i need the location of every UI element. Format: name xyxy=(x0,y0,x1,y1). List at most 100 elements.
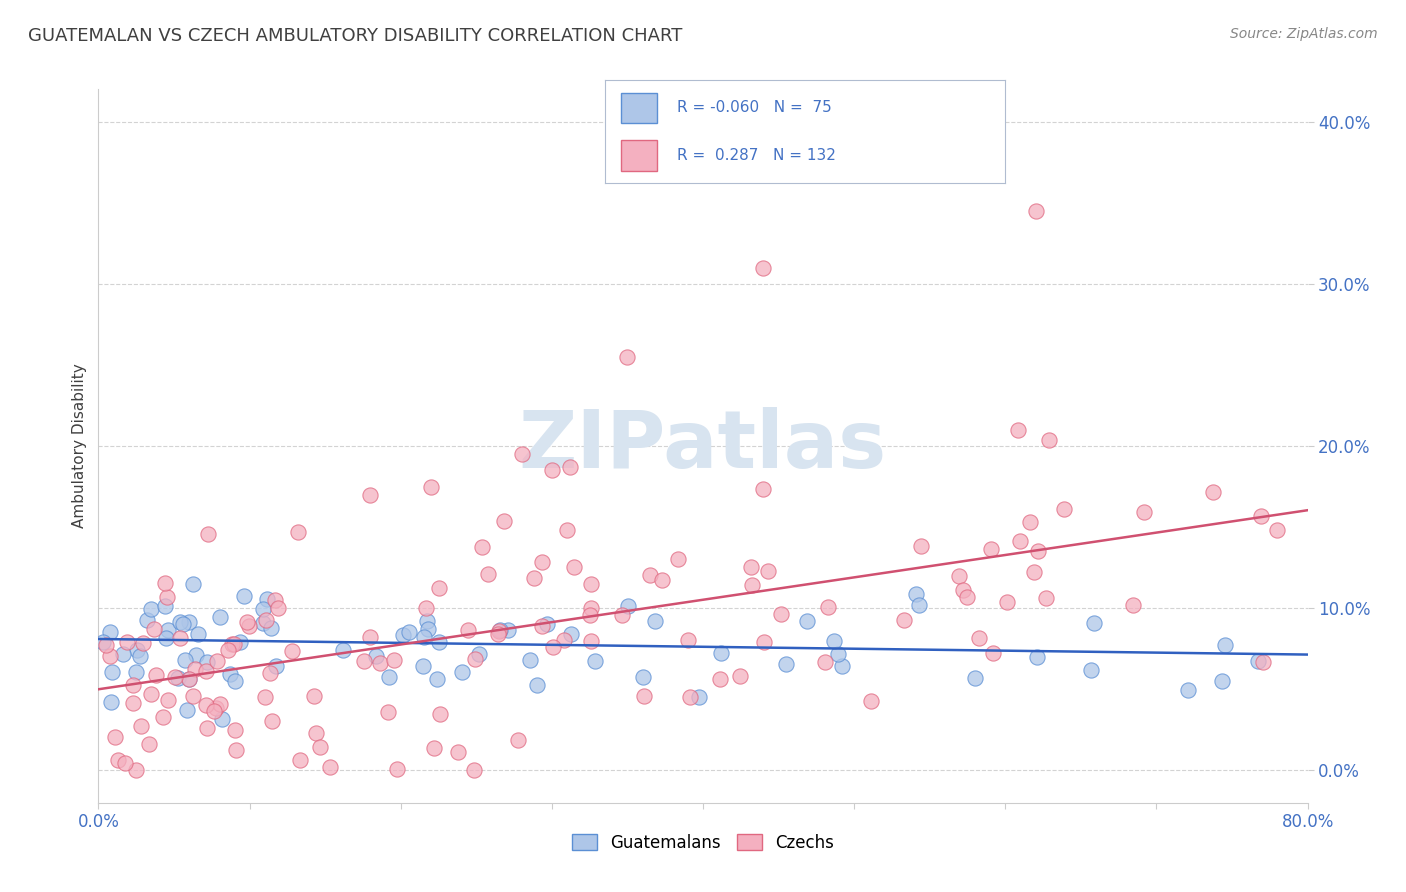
Point xyxy=(983,646,1005,660)
Point xyxy=(980,542,1002,557)
Point xyxy=(145,668,167,682)
Point xyxy=(222,637,245,651)
Point xyxy=(221,637,243,651)
Point xyxy=(211,712,233,726)
Point xyxy=(415,614,437,628)
Point xyxy=(121,678,143,692)
Point xyxy=(489,623,512,637)
Point xyxy=(814,655,837,669)
Point xyxy=(172,616,194,631)
Point xyxy=(117,634,139,648)
Point xyxy=(859,694,882,708)
Point xyxy=(1247,654,1270,668)
Point xyxy=(1080,663,1102,677)
Point xyxy=(560,460,582,475)
Point xyxy=(229,635,252,649)
Point xyxy=(233,589,256,603)
Point xyxy=(415,601,437,615)
Point xyxy=(1122,599,1144,613)
Point xyxy=(752,482,775,496)
Point xyxy=(122,696,145,710)
Point xyxy=(264,592,287,607)
Point xyxy=(893,613,915,627)
Point xyxy=(224,723,246,738)
Point xyxy=(169,632,191,646)
Point xyxy=(728,669,751,683)
Point xyxy=(633,670,655,684)
Point xyxy=(195,698,218,712)
Point xyxy=(319,759,342,773)
Point xyxy=(740,559,762,574)
Point xyxy=(287,525,309,540)
Point xyxy=(530,555,553,569)
Point xyxy=(1007,423,1029,437)
Point xyxy=(165,670,187,684)
Point xyxy=(908,598,931,612)
Point xyxy=(391,628,413,642)
Point xyxy=(259,665,281,680)
Point xyxy=(560,627,582,641)
Point xyxy=(420,479,443,493)
Point xyxy=(184,648,207,663)
Point xyxy=(457,623,479,637)
Point xyxy=(562,560,585,574)
Point xyxy=(486,627,509,641)
Point xyxy=(260,621,283,635)
Point xyxy=(498,624,520,638)
Point xyxy=(94,638,117,652)
Point xyxy=(152,710,174,724)
Point xyxy=(796,614,818,628)
Point xyxy=(304,689,326,703)
Point xyxy=(1265,523,1288,537)
Point xyxy=(100,696,122,710)
Point xyxy=(353,654,375,668)
Point xyxy=(823,634,845,648)
Point xyxy=(205,701,228,715)
Point xyxy=(224,674,246,689)
Point xyxy=(905,587,928,601)
Point xyxy=(447,745,470,759)
Point xyxy=(155,575,177,590)
Point xyxy=(364,649,387,664)
Point xyxy=(633,689,655,703)
Point xyxy=(688,690,710,705)
Point xyxy=(127,643,149,657)
Point xyxy=(530,619,553,633)
Point xyxy=(579,600,602,615)
Point xyxy=(197,527,219,541)
Point xyxy=(463,764,485,778)
Point xyxy=(1024,203,1046,218)
Point xyxy=(995,595,1018,609)
Point xyxy=(179,672,201,686)
Point xyxy=(416,622,439,636)
Point xyxy=(429,707,451,722)
Point xyxy=(557,523,579,537)
Point xyxy=(412,659,434,673)
Point xyxy=(114,756,136,770)
Point xyxy=(195,655,218,669)
Point xyxy=(360,488,382,502)
Point xyxy=(332,643,354,657)
Point xyxy=(676,632,699,647)
Point xyxy=(827,647,849,661)
Point xyxy=(710,646,733,660)
Point xyxy=(281,643,304,657)
Point xyxy=(195,665,218,679)
Point xyxy=(377,705,399,719)
Point xyxy=(752,635,775,649)
Point xyxy=(1213,638,1236,652)
Point xyxy=(1253,656,1275,670)
Point xyxy=(382,653,405,667)
Bar xyxy=(620,93,657,123)
Legend: Guatemalans, Czechs: Guatemalans, Czechs xyxy=(565,828,841,859)
Point xyxy=(413,630,436,644)
Point xyxy=(104,731,127,745)
Point xyxy=(1177,682,1199,697)
Point xyxy=(471,540,494,554)
Point xyxy=(359,630,381,644)
Point xyxy=(129,719,152,733)
Point xyxy=(1211,673,1233,688)
Point xyxy=(910,539,932,553)
Point xyxy=(679,690,702,704)
Bar xyxy=(620,140,657,170)
